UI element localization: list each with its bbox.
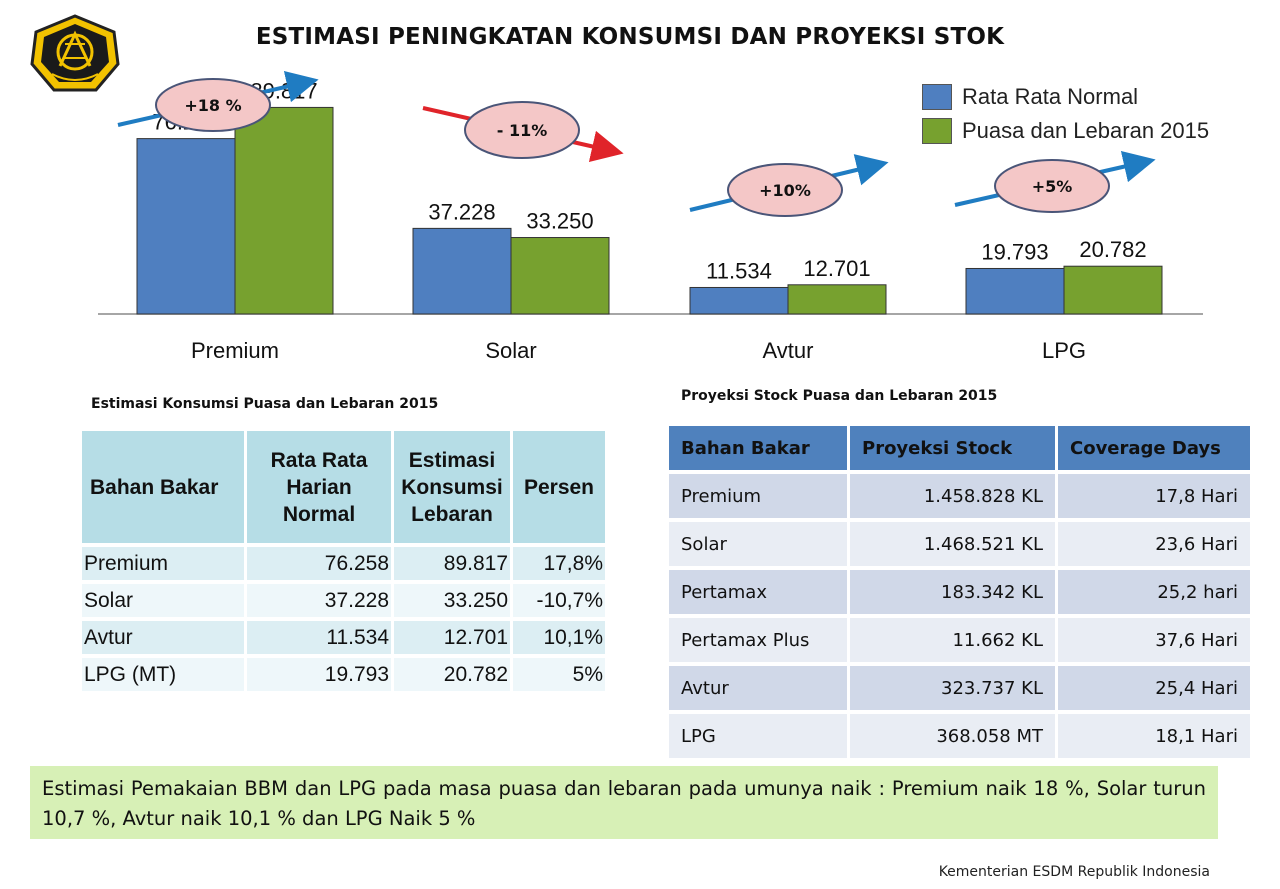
table-cell: 37.228	[245, 580, 394, 619]
table-cell: LPG	[669, 710, 850, 758]
annotation-oval	[464, 101, 580, 159]
table-cell: 11.534	[245, 617, 394, 656]
table-cell: Premium	[82, 543, 247, 582]
table-cell: 37,6 Hari	[1056, 614, 1253, 664]
bar-avtur-series-1	[689, 286, 789, 315]
annotation-oval	[155, 78, 271, 132]
bar-avtur-series-2	[787, 284, 887, 315]
table-cell: Pertamax Plus	[669, 614, 850, 664]
data-label: 19.793	[981, 239, 1048, 264]
data-label: 11.534	[706, 258, 772, 283]
legend-swatch-series-2	[922, 118, 952, 144]
stock-table: Bahan Bakar Proyeksi Stock Coverage Days…	[669, 426, 1253, 758]
data-label: 20.782	[1079, 237, 1146, 262]
table-cell: 17,8%	[511, 543, 608, 582]
table-cell: Avtur	[669, 662, 850, 712]
table-cell: 76.258	[245, 543, 394, 582]
page-title: ESTIMASI PENINGKATAN KONSUMSI DAN PROYEK…	[255, 24, 1005, 50]
table-cell: Avtur	[82, 617, 247, 656]
table-cell: 5%	[511, 654, 608, 691]
table-row: Solar 37.228 33.250 -10,7%	[82, 580, 608, 619]
table-row: Avtur 323.737 KL 25,4 Hari	[669, 662, 1253, 712]
footer-text: Kementerian ESDM Republik Indonesia	[938, 864, 1210, 880]
table-header-row: Bahan Bakar Proyeksi Stock Coverage Days	[669, 426, 1253, 472]
table-cell: 23,6 Hari	[1056, 518, 1253, 568]
table-row: Pertamax 183.342 KL 25,2 hari	[669, 566, 1253, 616]
ministry-logo	[30, 14, 120, 92]
table-cell: 368.058 MT	[848, 710, 1058, 758]
right-table-caption: Proyeksi Stock Puasa dan Lebaran 2015	[681, 388, 998, 404]
left-table-caption: Estimasi Konsumsi Puasa dan Lebaran 2015	[91, 396, 439, 412]
data-label: 12.701	[803, 256, 870, 281]
legend-item-series-1: Rata Rata Normal	[922, 80, 1209, 114]
table-cell: Solar	[82, 580, 247, 619]
col-header-coverage: Coverage Days	[1056, 426, 1253, 472]
annotation-label: +10%	[759, 181, 811, 200]
col-header-normal: Rata Rata Harian Normal	[245, 431, 394, 545]
bar-lpg-series-2	[1063, 265, 1163, 315]
table-cell: 1.458.828 KL	[848, 470, 1058, 520]
table-cell: 323.737 KL	[848, 662, 1058, 712]
table-row: Premium 1.458.828 KL 17,8 Hari	[669, 470, 1253, 520]
x-tick-label: Solar	[485, 338, 536, 363]
legend-label-series-1: Rata Rata Normal	[962, 84, 1139, 109]
bar-chart: 76.25889.817Premium37.22833.250Solar11.5…	[98, 70, 1203, 363]
legend-label-series-2: Puasa dan Lebaran 2015	[962, 118, 1210, 143]
col-header-stock: Proyeksi Stock	[848, 426, 1058, 472]
table-cell: Pertamax	[669, 566, 850, 616]
table-cell: LPG (MT)	[82, 654, 247, 691]
col-header-fuel: Bahan Bakar	[669, 426, 850, 472]
consumption-table: Bahan Bakar Rata Rata Harian Normal Esti…	[82, 431, 608, 691]
table-row: Avtur 11.534 12.701 10,1%	[82, 617, 608, 656]
table-cell: 17,8 Hari	[1056, 470, 1253, 520]
table-cell: 183.342 KL	[848, 566, 1058, 616]
legend-swatch-series-1	[922, 84, 952, 110]
table-row: Pertamax Plus 11.662 KL 37,6 Hari	[669, 614, 1253, 664]
table-cell: 12.701	[392, 617, 513, 656]
table-cell: 20.782	[392, 654, 513, 691]
x-tick-label: Premium	[191, 338, 279, 363]
bar-premium-series-2	[234, 106, 334, 315]
col-header-percent: Persen	[511, 431, 608, 545]
legend-item-series-2: Puasa dan Lebaran 2015	[922, 114, 1209, 148]
table-cell: 25,4 Hari	[1056, 662, 1253, 712]
annotation-oval	[727, 163, 843, 217]
col-header-fuel: Bahan Bakar	[82, 431, 247, 545]
chart-legend: Rata Rata Normal Puasa dan Lebaran 2015	[922, 80, 1209, 148]
table-header-row: Bahan Bakar Rata Rata Harian Normal Esti…	[82, 431, 608, 545]
bar-solar-series-1	[412, 227, 512, 315]
bar-solar-series-2	[510, 237, 610, 315]
table-cell: 89.817	[392, 543, 513, 582]
bar-lpg-series-1	[965, 267, 1065, 315]
annotation-label: - 11%	[497, 121, 548, 140]
x-tick-label: LPG	[1042, 338, 1086, 363]
table-cell: 33.250	[392, 580, 513, 619]
table-row: LPG (MT) 19.793 20.782 5%	[82, 654, 608, 691]
col-header-estimate: Estimasi Konsumsi Lebaran	[392, 431, 513, 545]
data-label: 33.250	[526, 209, 593, 234]
table-cell: 25,2 hari	[1056, 566, 1253, 616]
table-row: Premium 76.258 89.817 17,8%	[82, 543, 608, 582]
annotation-oval	[994, 159, 1110, 213]
table-row: LPG 368.058 MT 18,1 Hari	[669, 710, 1253, 758]
table-cell: 10,1%	[511, 617, 608, 656]
table-cell: -10,7%	[511, 580, 608, 619]
annotation-label: +5%	[1032, 177, 1073, 196]
table-row: Solar 1.468.521 KL 23,6 Hari	[669, 518, 1253, 568]
table-cell: 19.793	[245, 654, 394, 691]
table-cell: 11.662 KL	[848, 614, 1058, 664]
summary-box: Estimasi Pemakaian BBM dan LPG pada masa…	[30, 766, 1218, 839]
data-label: 37.228	[428, 199, 495, 224]
annotation-label: +18 %	[184, 96, 241, 115]
table-cell: 1.468.521 KL	[848, 518, 1058, 568]
table-cell: Solar	[669, 518, 850, 568]
table-cell: Premium	[669, 470, 850, 520]
bar-premium-series-1	[136, 138, 236, 315]
table-cell: 18,1 Hari	[1056, 710, 1253, 758]
x-tick-label: Avtur	[763, 338, 814, 363]
